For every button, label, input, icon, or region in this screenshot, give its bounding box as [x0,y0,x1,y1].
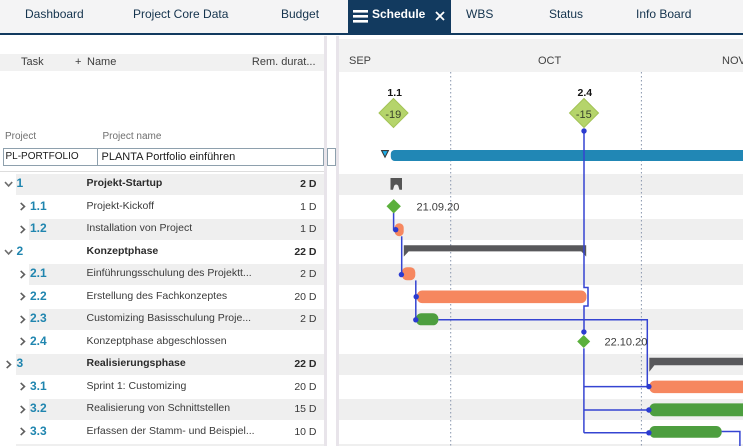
svg-text:-15: -15 [576,109,592,121]
svg-text:1.1: 1.1 [387,87,402,99]
svg-text:21.09.20: 21.09.20 [417,202,460,214]
svg-text:2.4: 2.4 [577,87,592,99]
svg-text:-19: -19 [385,109,401,121]
svg-text:22.10.20: 22.10.20 [605,337,648,349]
